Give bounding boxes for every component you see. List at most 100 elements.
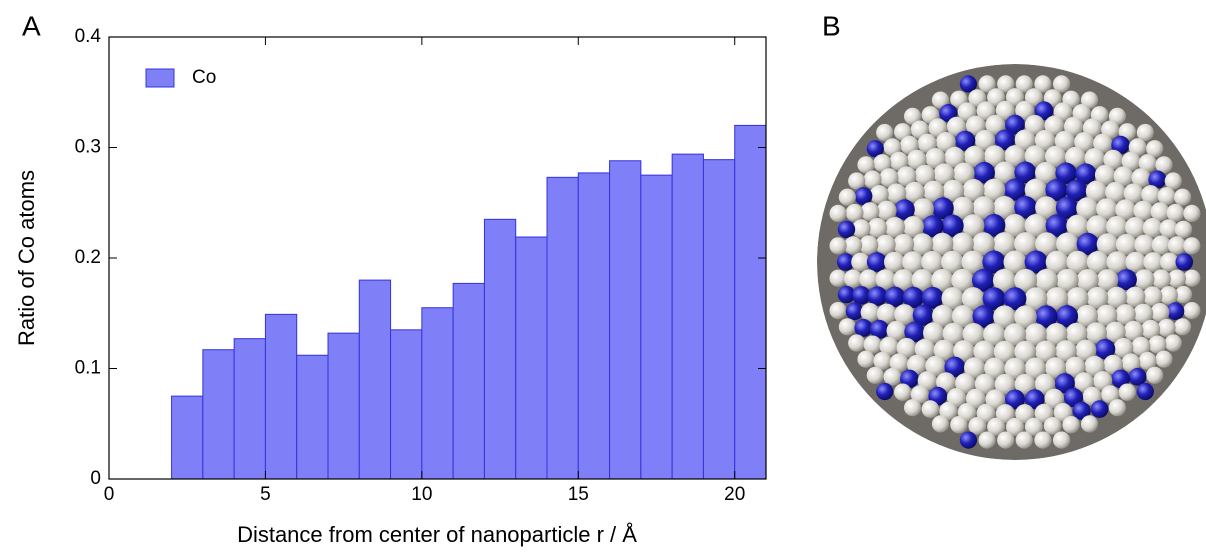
host-atom — [1045, 145, 1066, 167]
bar — [390, 329, 423, 480]
co-atom — [866, 140, 884, 158]
host-atom — [1086, 215, 1109, 238]
host-atom — [1066, 287, 1089, 310]
host-atom — [863, 170, 882, 189]
host-atom — [1157, 187, 1176, 206]
host-atom — [1123, 320, 1144, 341]
co-atom — [1035, 305, 1058, 328]
host-atom — [1123, 183, 1144, 204]
x-axis-title: Distance from center of nanoparticle r /… — [237, 522, 637, 547]
host-atom — [1141, 319, 1161, 339]
host-atom — [1034, 403, 1054, 423]
host-atom — [1094, 164, 1116, 186]
host-atom — [852, 219, 871, 238]
host-atom — [1131, 336, 1151, 356]
host-atom — [1121, 151, 1141, 171]
host-atom — [965, 115, 986, 136]
host-atom — [1056, 232, 1079, 256]
co-atom — [904, 321, 925, 343]
co-atom — [982, 287, 1006, 310]
panel-label: B — [822, 10, 841, 41]
bar — [452, 282, 485, 480]
host-atom — [1086, 251, 1109, 273]
co-atom — [854, 187, 873, 206]
host-atom — [995, 100, 1015, 120]
host-atom — [829, 269, 847, 287]
host-atom — [1146, 366, 1164, 384]
host-atom — [1053, 102, 1073, 121]
host-atom — [1105, 181, 1126, 203]
host-atom — [904, 107, 922, 125]
host-atom — [961, 250, 985, 274]
host-atom — [1133, 303, 1154, 324]
host-atom — [1086, 286, 1109, 309]
host-atom — [1014, 305, 1037, 329]
host-atom — [907, 149, 927, 170]
co-atom — [1111, 135, 1130, 155]
host-atom — [1080, 415, 1099, 433]
host-atom — [985, 114, 1006, 135]
host-atom — [857, 350, 875, 368]
host-atom — [925, 148, 946, 169]
co-atom — [837, 220, 856, 239]
host-atom — [1125, 217, 1146, 238]
bar — [702, 159, 736, 480]
host-atom — [1093, 371, 1113, 391]
host-atom — [976, 403, 996, 423]
host-atom — [1174, 188, 1192, 206]
host-atom — [978, 431, 996, 449]
co-atom — [1111, 369, 1130, 389]
host-atom — [976, 101, 996, 121]
co-atom — [1034, 101, 1054, 121]
host-atom — [1106, 251, 1128, 273]
host-atom — [968, 417, 987, 435]
host-atom — [978, 75, 996, 93]
co-atom — [1024, 389, 1045, 410]
co-atom — [1014, 161, 1037, 184]
co-atom — [1175, 253, 1194, 271]
co-atom — [1072, 401, 1091, 420]
host-atom — [993, 196, 1016, 219]
host-atom — [857, 156, 875, 174]
host-atom — [1014, 373, 1036, 395]
host-atom — [950, 416, 968, 434]
co-atom — [1003, 178, 1027, 201]
host-atom — [1113, 337, 1134, 358]
x-tick-label: 10 — [411, 484, 432, 505]
co-atom — [912, 304, 934, 326]
host-atom — [939, 401, 958, 420]
host-atom — [955, 373, 976, 394]
bar — [421, 307, 454, 480]
host-atom — [914, 164, 936, 186]
host-atom — [936, 372, 956, 392]
host-atom — [933, 339, 955, 361]
host-atom — [893, 233, 915, 255]
host-atom — [848, 334, 866, 352]
host-atom — [951, 232, 974, 256]
host-atom — [1121, 353, 1141, 373]
host-atom — [942, 322, 965, 345]
co-atom — [837, 285, 856, 304]
bar — [171, 395, 204, 480]
host-atom — [1101, 385, 1120, 404]
co-atom — [854, 318, 873, 337]
host-atom — [1065, 356, 1086, 378]
host-atom — [1034, 431, 1052, 449]
host-atom — [1131, 168, 1151, 188]
co-atom — [982, 214, 1006, 237]
host-atom — [1006, 88, 1024, 107]
co-atom — [1128, 367, 1147, 386]
host-atom — [1024, 323, 1047, 346]
co-atom — [1076, 232, 1099, 255]
bar — [640, 174, 673, 480]
host-atom — [1053, 75, 1071, 93]
host-atom — [1164, 334, 1182, 352]
host-atom — [859, 235, 879, 255]
host-atom — [923, 322, 945, 344]
host-atom — [1024, 417, 1043, 436]
host-atom — [902, 251, 924, 273]
host-atom — [883, 138, 902, 157]
host-atom — [873, 154, 892, 173]
host-atom — [953, 162, 975, 184]
host-atom — [876, 303, 897, 324]
